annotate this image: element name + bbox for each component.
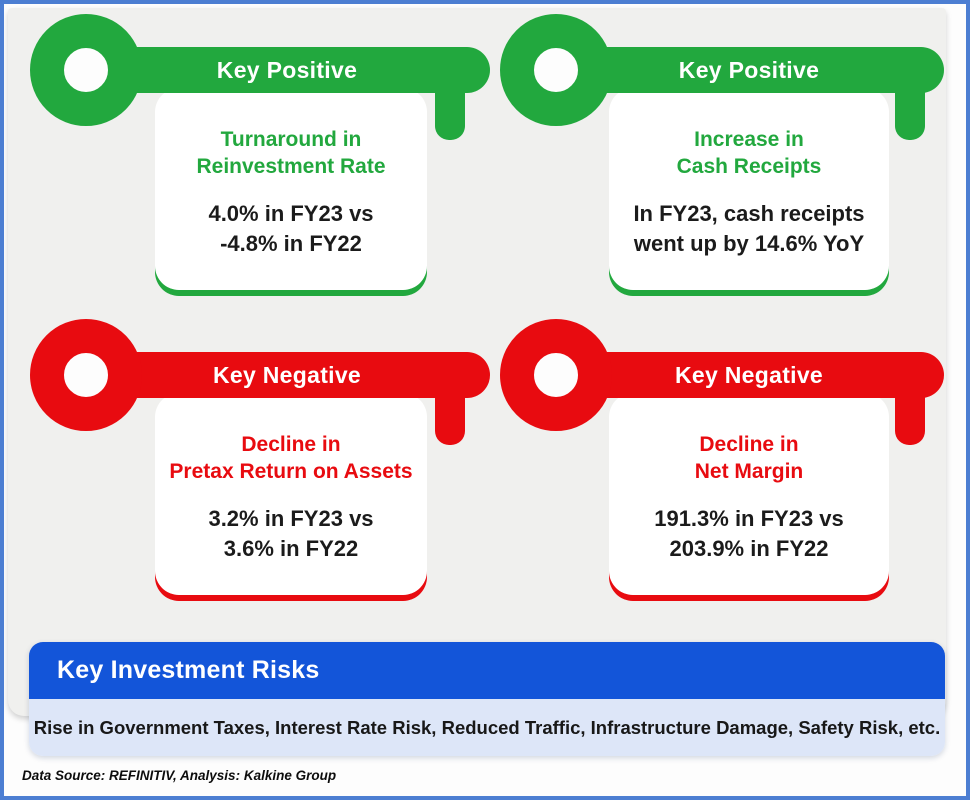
card-title: Decline in Net Margin [609, 431, 889, 485]
key-icon-shaft [84, 47, 490, 93]
card-title-line2: Cash Receipts [676, 155, 822, 178]
card: Increase in Cash Receipts In FY23, cash … [609, 88, 889, 290]
key-icon-tooth [895, 377, 925, 445]
key-icon-tooth [895, 72, 925, 140]
card: Turnaround in Reinvestment Rate 4.0% in … [155, 88, 427, 290]
card: Decline in Net Margin 191.3% in FY23 vs … [609, 393, 889, 595]
risks-panel-title: Key Investment Risks [29, 642, 945, 699]
card-value: 191.3% in FY23 vs 203.9% in FY22 [609, 504, 889, 564]
card-title-line2: Reinvestment Rate [196, 155, 386, 178]
key-icon-shaft [84, 352, 490, 398]
card-title: Increase in Cash Receipts [609, 126, 889, 180]
key-header-label: Key Positive [216, 56, 358, 83]
key-negative-card-2: Decline in Net Margin 191.3% in FY23 vs … [500, 317, 960, 609]
card-value-line1: 191.3% in FY23 vs [654, 506, 844, 531]
key-icon-shaft [554, 47, 944, 93]
card-value-line2: went up by 14.6% YoY [633, 231, 865, 256]
card-value-line1: 3.2% in FY23 vs [208, 506, 374, 531]
risks-panel-body: Rise in Government Taxes, Interest Rate … [29, 699, 945, 756]
card-value: 3.2% in FY23 vs 3.6% in FY22 [155, 504, 427, 564]
card-value-line1: 4.0% in FY23 vs [208, 201, 374, 226]
investment-risks-panel: Key Investment Risks Rise in Government … [29, 642, 945, 756]
card-title-line1: Turnaround in [220, 128, 362, 151]
card-title-line1: Decline in [241, 433, 341, 456]
card-value-line2: 3.6% in FY22 [223, 536, 359, 561]
key-icon-tooth [435, 377, 465, 445]
card-value-line1: In FY23, cash receipts [633, 201, 865, 226]
card-value: 4.0% in FY23 vs -4.8% in FY22 [155, 199, 427, 259]
key-positive-card-2: Increase in Cash Receipts In FY23, cash … [500, 12, 960, 304]
key-icon-tooth [435, 72, 465, 140]
data-source-note: Data Source: REFINITIV, Analysis: Kalkin… [22, 768, 337, 783]
card-title-line2: Net Margin [694, 460, 804, 483]
card-title: Decline in Pretax Return on Assets [155, 431, 427, 485]
card-value-line2: 203.9% in FY22 [669, 536, 829, 561]
key-header-label: Key Negative [212, 361, 362, 388]
card-title-line2: Pretax Return on Assets [169, 460, 413, 483]
key-header-label: Key Negative [674, 361, 824, 388]
card-value: In FY23, cash receipts went up by 14.6% … [609, 199, 889, 259]
key-negative-card-1: Decline in Pretax Return on Assets 3.2% … [30, 317, 490, 609]
key-header-label: Key Positive [678, 56, 820, 83]
card-title-line1: Increase in [694, 128, 804, 151]
card-value-line2: -4.8% in FY22 [220, 231, 362, 256]
key-icon-shaft [554, 352, 944, 398]
key-positive-card-1: Turnaround in Reinvestment Rate 4.0% in … [30, 12, 490, 304]
card: Decline in Pretax Return on Assets 3.2% … [155, 393, 427, 595]
card-title-line1: Decline in [699, 433, 799, 456]
card-title: Turnaround in Reinvestment Rate [155, 126, 427, 180]
